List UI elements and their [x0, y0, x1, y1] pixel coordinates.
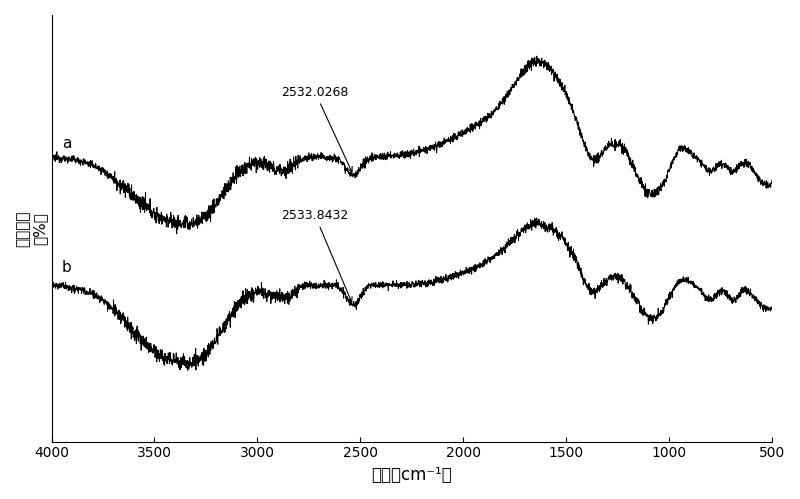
- Y-axis label: 透射强度
（%）: 透射强度 （%）: [15, 210, 47, 247]
- Text: b: b: [62, 260, 72, 275]
- Text: 2532.0268: 2532.0268: [282, 85, 352, 172]
- X-axis label: 波数（cm⁻¹）: 波数（cm⁻¹）: [371, 466, 452, 484]
- Text: 2533.8432: 2533.8432: [282, 209, 352, 302]
- Text: a: a: [62, 136, 71, 151]
